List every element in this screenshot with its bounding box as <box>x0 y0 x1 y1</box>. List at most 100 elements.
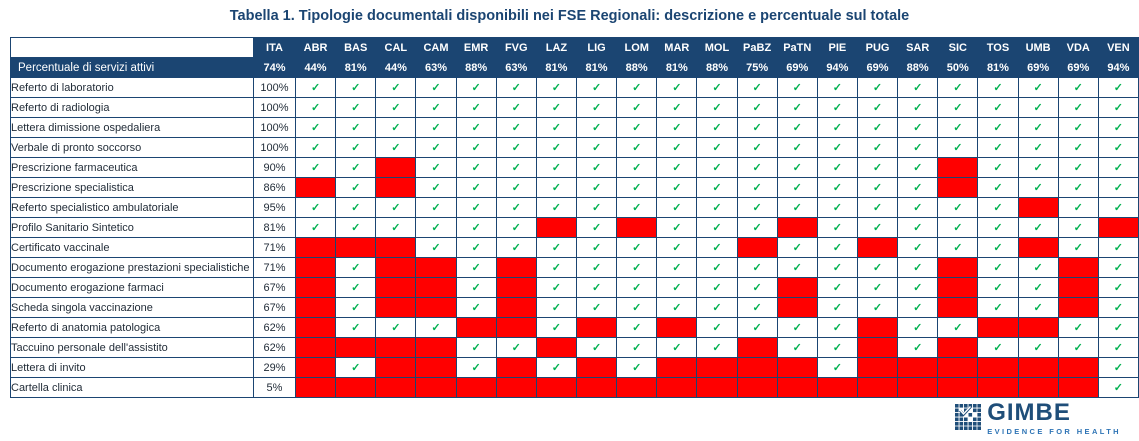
availability-cell-TOS: ✓ <box>977 297 1019 318</box>
availability-cell-LOM: ✓ <box>616 277 658 298</box>
availability-cell-VDA: ✓ <box>1057 337 1099 358</box>
availability-cell-MOL: ✓ <box>696 317 738 338</box>
availability-cell-PIE <box>816 377 858 398</box>
availability-cell-ABR: ✓ <box>294 217 337 238</box>
availability-cell-SAR <box>897 357 939 378</box>
availability-cell-TOS <box>977 317 1019 338</box>
availability-cell-SIC: ✓ <box>937 137 979 158</box>
availability-cell-CAL <box>375 357 417 378</box>
availability-cell-TOS: ✓ <box>977 97 1019 118</box>
region-header-PaBZ: PaBZ <box>736 37 778 58</box>
availability-cell-VDA: ✓ <box>1057 217 1099 238</box>
availability-cell-LAZ <box>535 337 577 358</box>
availability-cell-LOM: ✓ <box>616 237 658 258</box>
region-header-FVG: FVG <box>495 37 537 58</box>
availability-cell-LIG: ✓ <box>575 137 618 158</box>
table-row: Referto specialistico ambulatoriale 95% ✓ ✓… <box>10 197 1139 218</box>
table-row: Verbale di pronto soccorso 100% ✓ ✓ ✓ ✓ ✓ ✓ ✓ ✓ ✓ ✓… <box>10 137 1139 158</box>
row-label: Prescrizione specialistica <box>10 177 254 198</box>
table-row: Scheda singola vaccinazione 67% ✓ ✓ ✓ ✓ ✓ ✓ ✓ ✓ ✓ ✓… <box>10 297 1139 318</box>
availability-cell-FVG <box>495 297 537 318</box>
availability-cell-VDA: ✓ <box>1057 237 1099 258</box>
availability-cell-PUG: ✓ <box>856 197 899 218</box>
availability-cell-BAS: ✓ <box>335 97 377 118</box>
availability-cell-TOS: ✓ <box>977 137 1019 158</box>
availability-cell-BAS: ✓ <box>335 197 377 218</box>
availability-cell-ABR: ✓ <box>294 197 337 218</box>
availability-cell-CAM: ✓ <box>415 177 457 198</box>
availability-cell-EMR: ✓ <box>455 337 497 358</box>
active-percent-BAS: 81% <box>335 57 377 78</box>
availability-cell-ABR <box>294 177 337 198</box>
ita-percent-cell: 29% <box>253 357 296 378</box>
availability-cell-VDA: ✓ <box>1057 117 1099 138</box>
availability-cell-LIG: ✓ <box>575 77 618 98</box>
row-label: Lettera dimissione ospedaliera <box>10 117 254 138</box>
table-row: Documento erogazione farmaci 67% ✓ ✓ ✓ ✓ ✓ ✓ ✓ ✓ ✓… <box>10 277 1139 298</box>
gimbe-logo: GIMBE EVIDENCE FOR HEALTH <box>955 401 1121 436</box>
availability-cell-CAL <box>375 157 417 178</box>
availability-cell-LAZ: ✓ <box>535 117 577 138</box>
table-row: Certificato vaccinale 71% ✓ ✓ ✓ ✓ ✓ ✓ ✓ ✓ ✓ ✓ ✓ ✓ ✓ ✓ ✓ <box>10 237 1139 258</box>
availability-cell-FVG: ✓ <box>495 337 537 358</box>
availability-cell-UMB: ✓ <box>1017 97 1059 118</box>
availability-cell-LAZ: ✓ <box>535 157 577 178</box>
availability-cell-LOM: ✓ <box>616 77 658 98</box>
region-header-PaTN: PaTN <box>776 37 818 58</box>
availability-cell-PIE: ✓ <box>816 237 858 258</box>
availability-cell-MAR <box>656 377 698 398</box>
availability-cell-PaBZ: ✓ <box>736 317 778 338</box>
table-title: Tabella 1. Tipologie documentali disponi… <box>229 8 910 24</box>
availability-cell-SAR: ✓ <box>897 177 939 198</box>
availability-cell-LIG: ✓ <box>575 257 618 278</box>
availability-cell-MAR: ✓ <box>656 177 698 198</box>
availability-cell-CAM <box>415 377 457 398</box>
availability-cell-VEN: ✓ <box>1097 277 1139 298</box>
availability-cell-PaBZ: ✓ <box>736 97 778 118</box>
region-header-MAR: MAR <box>656 37 698 58</box>
availability-cell-TOS: ✓ <box>977 337 1019 358</box>
availability-cell-LOM: ✓ <box>616 117 658 138</box>
active-services-row: Percentuale di servizi attivi 74% 44% 81% 44… <box>10 57 1139 78</box>
availability-cell-SIC: ✓ <box>937 317 979 338</box>
table-row: Documento erogazione prestazioni special… <box>10 257 1139 278</box>
availability-cell-SIC: ✓ <box>937 197 979 218</box>
availability-cell-LOM: ✓ <box>616 357 658 378</box>
availability-cell-PIE: ✓ <box>816 137 858 158</box>
active-percent-PaBZ: 75% <box>736 57 778 78</box>
availability-cell-FVG: ✓ <box>495 177 537 198</box>
availability-cell-MAR: ✓ <box>656 97 698 118</box>
availability-cell-SAR: ✓ <box>897 237 939 258</box>
table-row: Referto di radiologia 100% ✓ ✓ ✓ ✓ ✓ ✓ ✓ ✓ ✓ ✓ ✓ ✓ ✓ ✓ ✓… <box>10 97 1139 118</box>
availability-cell-BAS: ✓ <box>335 357 377 378</box>
availability-cell-MOL: ✓ <box>696 117 738 138</box>
row-label: Referto di anatomia patologica <box>10 317 254 338</box>
availability-cell-LIG: ✓ <box>575 97 618 118</box>
availability-cell-MAR <box>656 357 698 378</box>
availability-cell-LOM: ✓ <box>616 257 658 278</box>
availability-cell-TOS: ✓ <box>977 197 1019 218</box>
availability-cell-CAM <box>415 257 457 278</box>
availability-cell-BAS: ✓ <box>335 117 377 138</box>
availability-cell-SIC: ✓ <box>937 217 979 238</box>
availability-cell-LIG <box>575 357 618 378</box>
availability-cell-PaBZ: ✓ <box>736 137 778 158</box>
availability-cell-PUG: ✓ <box>856 157 899 178</box>
availability-cell-LIG: ✓ <box>575 177 618 198</box>
table-row: Referto di laboratorio 100% ✓ ✓ ✓ ✓ ✓ ✓ ✓ ✓ ✓ ✓ ✓ ✓ ✓ ✓… <box>10 77 1139 98</box>
availability-cell-EMR: ✓ <box>455 197 497 218</box>
availability-cell-BAS: ✓ <box>335 157 377 178</box>
table-row: Profilo Sanitario Sintetico 81% ✓ ✓ ✓ ✓ ✓ ✓ ✓ ✓ ✓ ✓… <box>10 217 1139 238</box>
availability-cell-CAM: ✓ <box>415 197 457 218</box>
active-percent-ABR: 44% <box>294 57 337 78</box>
availability-cell-BAS <box>335 337 377 358</box>
availability-cell-EMR <box>455 377 497 398</box>
availability-cell-LAZ: ✓ <box>535 257 577 278</box>
availability-cell-PaTN: ✓ <box>776 317 818 338</box>
availability-cell-SAR: ✓ <box>897 257 939 278</box>
availability-cell-VDA: ✓ <box>1057 177 1099 198</box>
availability-cell-UMB <box>1017 377 1059 398</box>
availability-cell-PaBZ: ✓ <box>736 257 778 278</box>
fse-table: ITA ABR BAS CAL CAM EMR FVG LAZ LIG LOM MAR MOL PaBZ… <box>10 37 1139 398</box>
availability-cell-LAZ: ✓ <box>535 297 577 318</box>
